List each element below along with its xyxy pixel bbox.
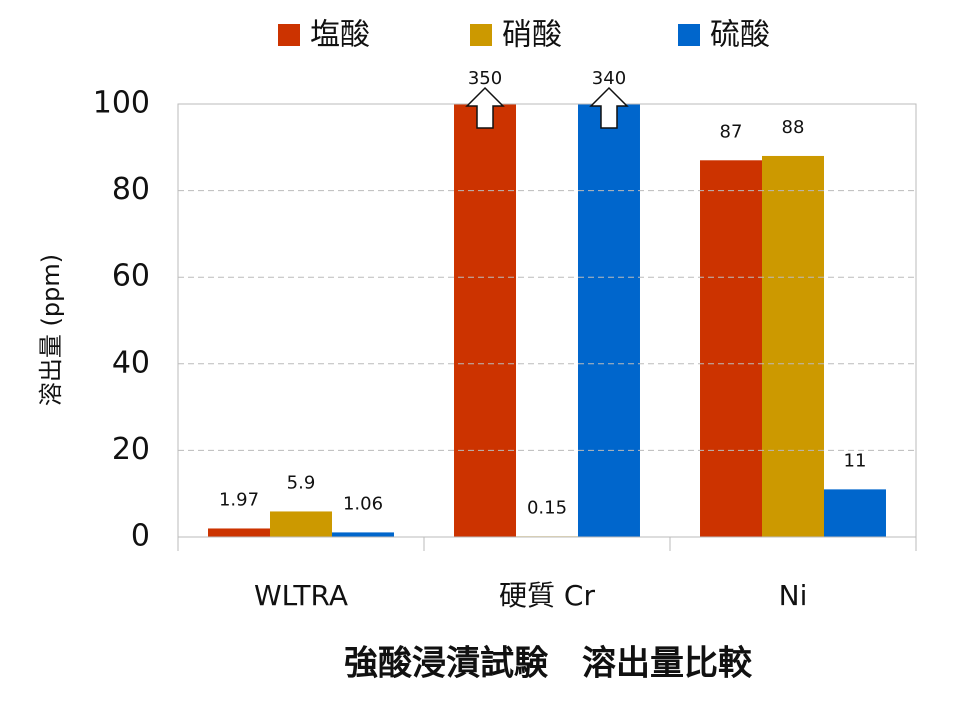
legend-label: 塩酸 <box>310 18 370 53</box>
value-label: 87 <box>720 121 743 142</box>
plot-area <box>208 104 886 537</box>
overflow-arrow <box>589 86 629 129</box>
value-label: 1.97 <box>219 489 259 510</box>
y-tick-label: 0 <box>131 519 150 554</box>
value-label: 11 <box>844 450 867 471</box>
y-tick-label: 80 <box>112 172 150 207</box>
legend-swatch <box>470 24 492 46</box>
y-tick-label: 100 <box>93 86 150 121</box>
legend-label: 硫酸 <box>710 18 770 53</box>
bar <box>823 489 886 537</box>
bar <box>208 528 271 537</box>
bar <box>762 155 824 537</box>
bar <box>331 532 394 537</box>
y-tick-label: 60 <box>112 259 150 294</box>
legend-label: 硝酸 <box>502 18 562 53</box>
x-tick-label: WLTRA <box>254 579 348 612</box>
value-label: 0.15 <box>527 497 567 518</box>
bar <box>270 511 332 537</box>
value-label: 350 <box>468 68 502 89</box>
value-label: 88 <box>782 117 805 138</box>
overflow-arrow <box>465 86 505 129</box>
y-axis-label: 溶出量 (ppm) <box>37 254 65 406</box>
chart-title: 強酸浸漬試験 溶出量比較 <box>344 644 753 684</box>
bar <box>454 104 517 537</box>
value-label: 340 <box>592 68 626 89</box>
y-tick-label: 20 <box>112 432 150 467</box>
legend-swatch <box>678 24 700 46</box>
bar <box>577 104 640 537</box>
x-tick-label: 硬質 Cr <box>499 579 595 612</box>
value-label: 1.06 <box>343 493 383 514</box>
legend-swatch <box>278 24 300 46</box>
y-tick-label: 40 <box>112 345 150 380</box>
bar <box>700 160 763 537</box>
value-label: 5.9 <box>287 472 316 493</box>
x-tick-label: Ni <box>779 579 808 612</box>
